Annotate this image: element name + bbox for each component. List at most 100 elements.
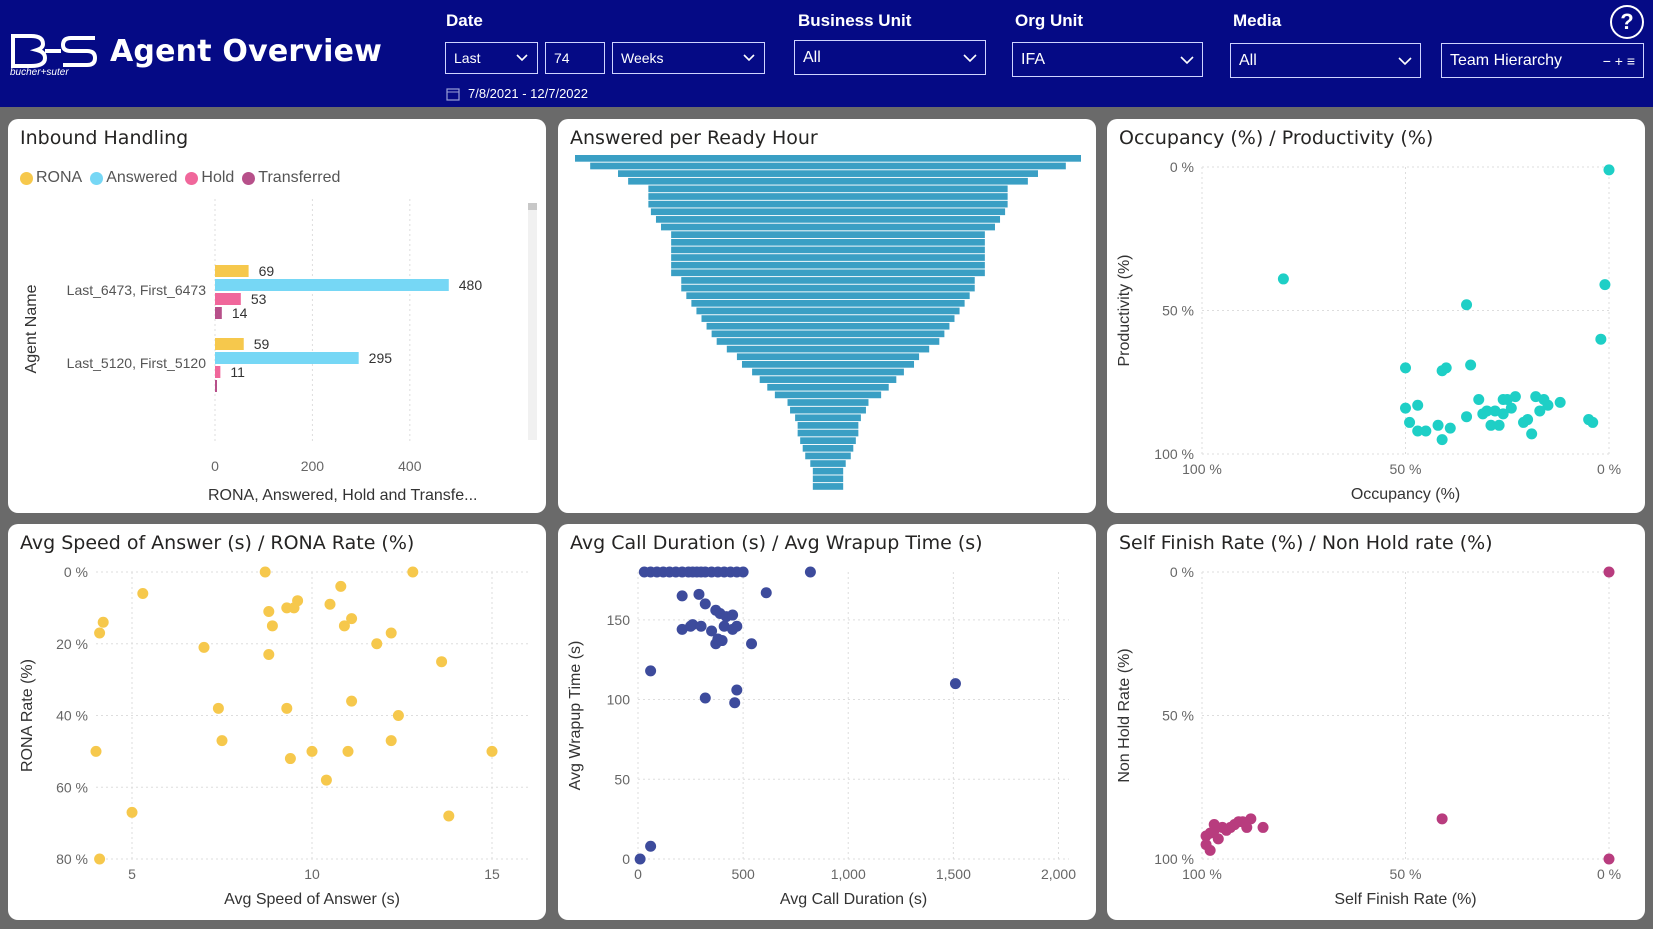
x-tick-label: 400 [398, 458, 422, 474]
self-finish-nonhold-card[interactable]: Self Finish Rate (%) / Non Hold rate (%)… [1107, 524, 1645, 920]
funnel-bar [706, 322, 950, 330]
scrollbar-thumb [528, 203, 537, 210]
y-tick-label: 100 % [1154, 446, 1194, 462]
x-tick-label: 0 % [1597, 866, 1621, 882]
scatter-point [1505, 402, 1517, 414]
funnel-bar [575, 155, 1081, 162]
scatter-point [1554, 396, 1566, 408]
date-count-input[interactable]: 74 [545, 42, 605, 74]
scatter-point [729, 697, 741, 709]
scatter-point [443, 810, 455, 822]
scatter-point [1461, 411, 1473, 423]
funnel-bar [790, 406, 866, 414]
funnel-bar [812, 475, 844, 483]
help-button[interactable]: ? [1610, 5, 1644, 39]
chevron-down-icon [1180, 55, 1194, 64]
funnel-bar [655, 216, 1001, 223]
legend-dot [242, 171, 256, 185]
funnel-bar [759, 376, 897, 383]
funnel-bar [752, 368, 904, 376]
org-unit-dropdown[interactable]: IFA [1012, 42, 1203, 77]
scatter-point [486, 745, 498, 757]
call-duration-wrapup-card[interactable]: Avg Call Duration (s) / Avg Wrapup Time … [558, 524, 1096, 920]
x-tick-label: 1,000 [831, 866, 866, 882]
funnel-bar [741, 361, 915, 368]
scatter-point [1204, 844, 1216, 856]
scatter-point [634, 853, 646, 865]
x-tick-label: 100 % [1182, 866, 1222, 882]
funnel-bar [671, 238, 985, 246]
calendar-icon [446, 87, 460, 101]
scatter-point [1400, 402, 1411, 414]
scatter-point [1509, 391, 1521, 403]
scatter-point [949, 678, 961, 690]
x-tick-label: 100 % [1182, 461, 1222, 477]
x-tick-label: 0 [634, 866, 642, 882]
scatter-point [645, 840, 657, 852]
legend-item-hold[interactable]: Hold [185, 169, 234, 187]
legend-item-transferred[interactable]: Transferred [242, 169, 340, 187]
scatter-point [645, 665, 657, 677]
scatter-point [342, 745, 354, 757]
legend-item-answered[interactable]: Answered [90, 169, 177, 187]
inbound-chart: 0 200 400 Agent Name RONA, Answered, Hold an… [23, 199, 537, 504]
y-tick-label: 50 [614, 771, 630, 787]
funnel-bar [681, 277, 975, 284]
scatter-point [695, 620, 707, 632]
team-hierarchy-label: Team Hierarchy [1450, 51, 1563, 69]
y-axis-title: Avg Wrapup Time (s) [567, 641, 584, 791]
date-period-dropdown[interactable]: Last [445, 42, 538, 74]
team-hierarchy-slicer[interactable]: Team Hierarchy − + ≡ [1441, 43, 1644, 78]
speed-rona-card[interactable]: Avg Speed of Answer (s) / RONA Rate (%) … [8, 524, 546, 920]
media-value: All [1239, 51, 1257, 69]
legend-label: RONA [36, 169, 83, 186]
media-dropdown[interactable]: All [1230, 43, 1421, 78]
scatter-point [1526, 428, 1538, 440]
y-tick-label: 0 % [64, 564, 88, 580]
answered-per-ready-hour-card[interactable]: Answered per Ready Hour [558, 119, 1096, 513]
legend-dot [90, 171, 104, 185]
company-logo: bucher+suter [9, 32, 101, 80]
scatter-point [1412, 425, 1424, 437]
scatter-point [1224, 821, 1236, 833]
scatter-point [1477, 408, 1489, 420]
scatter-point [699, 598, 711, 610]
scatter-point [693, 588, 705, 600]
funnel-bar [671, 231, 985, 238]
scatter-point [1603, 566, 1615, 578]
scatter-point [699, 692, 711, 704]
inbound-handling-card[interactable]: Inbound Handling RONA Answered Hold Tran… [8, 119, 546, 513]
bar-transferred [215, 307, 222, 319]
legend-dot [20, 171, 33, 185]
bar-answered [215, 279, 449, 291]
bar-transferred [215, 380, 217, 392]
chevron-down-icon [743, 54, 755, 62]
business-unit-dropdown[interactable]: All [794, 40, 986, 75]
funnel-bar [671, 254, 985, 261]
x-tick-label: 15 [484, 866, 500, 882]
data-label: 53 [251, 291, 267, 307]
scatter-point [1241, 821, 1253, 833]
funnel-bar [648, 185, 1008, 193]
date-unit-dropdown[interactable]: Weeks [612, 42, 765, 74]
scatter-point [94, 627, 106, 639]
y-tick-label: 50 % [1162, 303, 1194, 319]
occupancy-productivity-card[interactable]: Occupancy (%) / Productivity (%) 100 % 50… [1107, 119, 1645, 513]
y-axis-title: Non Hold Rate (%) [1116, 648, 1133, 782]
funnel-bar [628, 177, 1028, 185]
hierarchy-controls[interactable]: − + ≡ [1602, 52, 1635, 69]
scatter-point [259, 566, 271, 578]
x-axis-title: Avg Call Duration (s) [780, 891, 927, 908]
selffinish-chart: 100 % 50 % 0 % 0 % 50 % 100 % Self Finish Rate… [1116, 564, 1621, 908]
legend-item-rona[interactable]: RONA [20, 169, 82, 187]
scatter-point [1522, 414, 1534, 426]
scatter-point [1497, 408, 1509, 420]
funnel-bar [805, 452, 851, 460]
scatter-point [407, 566, 419, 578]
x-tick-label: 5 [128, 866, 136, 882]
funnel-bar [618, 170, 1038, 177]
scatter-point [1257, 821, 1269, 833]
y-tick-label: 150 [607, 612, 631, 628]
scatter-point [284, 753, 296, 765]
